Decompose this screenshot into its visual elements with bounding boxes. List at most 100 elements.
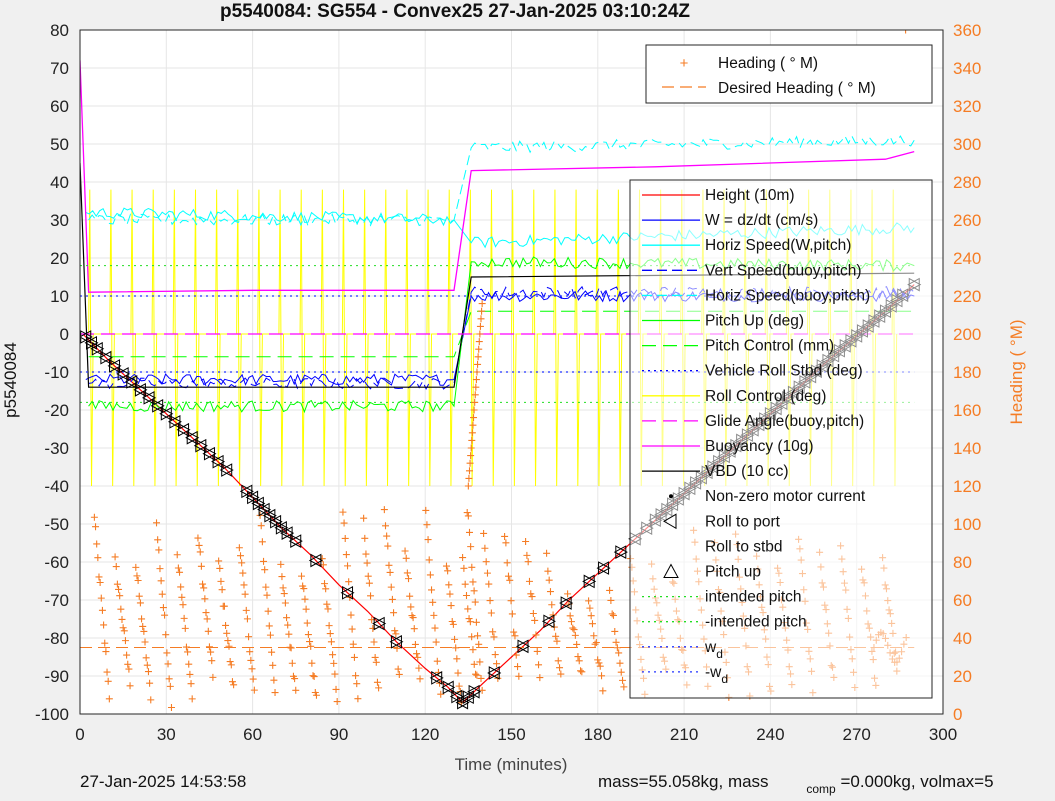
heading-marker: [166, 682, 174, 690]
heading-marker: [573, 640, 581, 648]
heading-marker: [511, 632, 519, 640]
heading-marker: [139, 622, 147, 630]
heading-marker: [619, 676, 627, 684]
y-left-tick-label: -80: [44, 629, 69, 648]
footer-date: 27-Jan-2025 14:53:58: [80, 772, 247, 791]
heading-marker: [471, 398, 479, 406]
heading-marker: [507, 597, 515, 605]
heading-marker: [449, 620, 457, 628]
heading-marker: [304, 631, 312, 639]
y-right-tick-label: 200: [953, 325, 981, 344]
roll-to-stbd-marker: [178, 422, 191, 437]
heading-marker: [237, 552, 245, 560]
heading-marker: [118, 615, 126, 623]
heading-marker: [477, 674, 485, 682]
heading-marker: [446, 590, 454, 598]
heading-marker: [406, 592, 414, 600]
heading-marker: [578, 668, 586, 676]
heading-marker: [594, 656, 602, 664]
heading-marker: [415, 664, 423, 672]
legend-swatch: [663, 513, 677, 530]
y-right-tick-label: 240: [953, 249, 981, 268]
heading-marker: [590, 632, 598, 640]
roll-to-stbd-marker: [186, 430, 200, 445]
heading-marker: [478, 300, 486, 308]
heading-marker: [609, 611, 617, 619]
heading-marker: [312, 691, 320, 699]
legend-heading-label: Heading ( ° M): [718, 55, 818, 72]
heading-marker: [215, 557, 223, 565]
roll-to-stbd-marker: [109, 359, 122, 373]
heading-marker: [425, 556, 433, 564]
heading-marker: [126, 682, 134, 690]
heading-marker: [238, 559, 246, 567]
heading-marker: [453, 655, 461, 663]
heading-marker: [95, 573, 103, 581]
heading-marker: [392, 630, 400, 638]
roll-to-stbd-marker: [583, 574, 597, 589]
heading-marker: [365, 579, 373, 587]
heading-marker: [455, 682, 463, 690]
y-right-ticks: 0 20 40 60 80 100 120 140 160 180 200 220 240 260 280 3…: [953, 21, 981, 724]
heading-marker: [199, 580, 207, 588]
heading-marker: [469, 646, 477, 654]
heading-marker: [566, 612, 574, 620]
y-left-tick-label: -90: [44, 667, 69, 686]
heading-marker: [345, 578, 353, 586]
roll-to-stbd-marker: [126, 375, 139, 389]
heading-marker: [92, 523, 100, 531]
heading-marker: [422, 506, 430, 514]
heading-marker: [266, 631, 274, 639]
heading-marker: [510, 628, 518, 636]
heading-marker: [176, 568, 184, 576]
heading-marker: [571, 631, 579, 639]
heading-marker: [321, 580, 329, 588]
heading-marker: [463, 509, 471, 517]
roll-to-stbd-marker: [91, 341, 105, 356]
heading-marker: [554, 657, 562, 665]
roll-to-stbd-marker: [152, 398, 165, 413]
x-tick-label: 300: [929, 725, 957, 744]
heading-marker: [117, 605, 125, 613]
legend-label: Glide Angle(buoy,pitch): [705, 413, 864, 430]
heading-marker: [472, 618, 480, 626]
heading-marker: [364, 572, 372, 580]
heading-marker: [548, 601, 556, 609]
heading-marker: [264, 607, 272, 615]
heading-marker: [331, 670, 339, 678]
heading-marker: [196, 548, 204, 556]
heading-marker: [371, 653, 379, 661]
heading-marker: [468, 633, 476, 641]
heading-marker: [478, 307, 486, 315]
heading-marker: [209, 673, 217, 681]
heading-marker: [157, 577, 165, 585]
heading-marker: [485, 580, 493, 588]
y-left-tick-label: 20: [50, 249, 69, 268]
legend-label: Roll Control (deg): [705, 388, 826, 405]
heading-marker: [185, 660, 193, 668]
heading-marker: [332, 685, 340, 693]
roll-to-stbd-marker: [143, 390, 157, 405]
y-right-tick-label: 300: [953, 135, 981, 154]
heading-marker: [612, 638, 620, 646]
heading-marker: [574, 653, 582, 661]
heading-marker: [471, 391, 479, 399]
heading-marker: [543, 549, 551, 557]
y-right-tick-label: 100: [953, 515, 981, 534]
heading-marker: [470, 587, 478, 595]
heading-marker: [113, 580, 121, 588]
heading-marker: [442, 562, 450, 570]
legend-label: Roll to port: [705, 513, 781, 530]
y-left-tick-label: -20: [44, 401, 69, 420]
heading-marker: [465, 615, 473, 623]
heading-marker: [468, 429, 476, 437]
heading-marker: [263, 591, 271, 599]
heading-marker: [373, 678, 381, 686]
heading-marker: [587, 612, 595, 620]
heading-marker: [475, 640, 483, 648]
heading-marker: [410, 625, 418, 633]
heading-marker: [595, 659, 603, 667]
heading-marker: [606, 586, 614, 594]
heading-marker: [546, 588, 554, 596]
heading-marker: [508, 610, 516, 618]
